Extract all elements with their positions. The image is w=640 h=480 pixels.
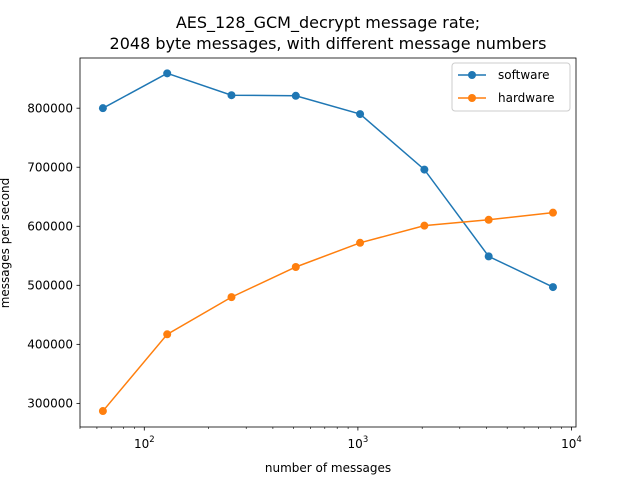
y-tick-label: 500000 <box>27 279 73 293</box>
y-tick-label: 800000 <box>27 101 73 115</box>
data-point-software <box>356 110 365 119</box>
data-point-hardware <box>163 330 172 339</box>
data-point-software <box>163 69 172 78</box>
series-line-software <box>102 72 554 288</box>
data-point-hardware <box>227 293 236 302</box>
data-point-hardware <box>484 215 493 224</box>
data-point-software <box>98 104 107 113</box>
chart-title-line-2: 2048 byte messages, with different messa… <box>110 34 547 53</box>
data-point-hardware <box>98 407 107 416</box>
y-axis-ticks: 300000 400000 500000 600000 700000 800000 <box>27 101 80 411</box>
y-tick-label: 700000 <box>27 161 73 175</box>
legend-marker-software <box>468 71 476 79</box>
chart-title-line-1: AES_128_GCM_decrypt message rate; <box>176 13 480 33</box>
data-point-software <box>484 252 493 261</box>
x-tick-label: 102 <box>134 435 155 451</box>
data-point-software <box>420 165 429 174</box>
y-tick-label: 400000 <box>27 338 73 352</box>
data-point-hardware <box>548 208 557 217</box>
x-tick-label: 104 <box>561 435 582 451</box>
series-line-hardware <box>102 211 554 412</box>
legend-marker-hardware <box>468 94 476 102</box>
data-point-software <box>227 91 236 100</box>
legend: software hardware <box>451 62 571 112</box>
series-layer <box>98 69 557 416</box>
plot-area <box>79 57 577 428</box>
y-axis-label: messages per second <box>0 178 12 309</box>
x-axis-ticks: 102 103 104 <box>79 427 582 451</box>
data-point-software <box>291 91 300 100</box>
x-axis-label: number of messages <box>265 461 391 475</box>
legend-label-software: software <box>498 68 550 82</box>
x-tick-label: 103 <box>348 435 369 451</box>
data-point-hardware <box>356 238 365 247</box>
data-point-hardware <box>420 221 429 230</box>
y-tick-label: 300000 <box>27 397 73 411</box>
data-point-software <box>548 283 557 292</box>
y-tick-label: 600000 <box>27 220 73 234</box>
legend-label-hardware: hardware <box>498 91 555 105</box>
data-point-hardware <box>291 263 300 272</box>
